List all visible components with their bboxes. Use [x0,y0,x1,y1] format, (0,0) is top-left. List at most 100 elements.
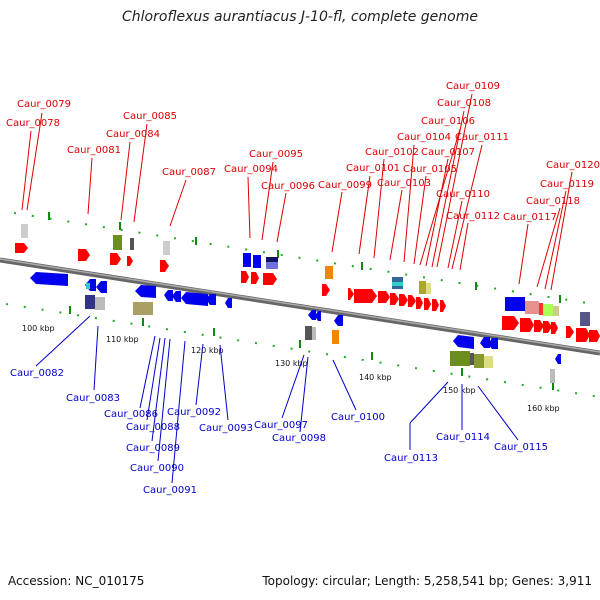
reverse-gene-arrow [555,354,561,364]
forward-gene-arrow [551,322,558,334]
backbone-line [0,257,600,356]
forward-gene-arrow [354,289,377,303]
reverse-gene-box [450,351,470,366]
gene-label[interactable]: Caur_0078 [6,118,60,129]
gene-label[interactable]: Caur_0090 [130,463,184,474]
forward-gene-arrow [543,321,552,333]
forward-gene-arrow [263,273,277,285]
gene-label[interactable]: Caur_0117 [503,212,557,223]
gene-label[interactable]: Caur_0088 [126,422,180,433]
gene-label[interactable]: Caur_0108 [437,98,491,109]
gene-label[interactable]: Caur_0079 [17,99,71,110]
forward-gene-box [266,262,278,269]
forward-gene-arrow [127,256,133,266]
gene-label[interactable]: Caur_0083 [66,393,120,404]
gene-label[interactable]: Caur_0096 [261,181,315,192]
gene-label[interactable]: Caur_0120 [546,160,600,171]
gene-label[interactable]: Caur_0103 [377,178,431,189]
forward-gene-arrow [534,320,544,332]
forward-gene-arrow [416,297,423,309]
reverse-gene-arrow [135,285,156,298]
reverse-gene-box [85,295,95,309]
gene-label[interactable]: Caur_0095 [249,149,303,160]
forward-gene-box [539,303,543,315]
forward-gene-arrow [241,271,249,283]
gene-label[interactable]: Caur_0110 [436,189,490,200]
gene-label[interactable]: Caur_0087 [162,167,216,178]
accession-text: Accession: NC_010175 [8,574,145,588]
gene-label[interactable]: Caur_0118 [526,196,580,207]
reverse-gene-arrow [172,291,181,302]
gene-label[interactable]: Caur_0102 [365,147,419,158]
reverse-leader-lines [35,315,519,484]
reverse-gene-arrow [206,294,216,305]
forward-gene-arrow [408,295,416,307]
reverse-gene-box [332,330,339,344]
gene-label[interactable]: Caur_0091 [143,485,197,496]
forward-gene-arrow [251,272,259,284]
forward-gene-arrow [520,318,534,332]
forward-gene-arrow [78,249,90,261]
forward-gene-arrow [348,288,354,300]
gene-label[interactable]: Caur_0089 [126,443,180,454]
forward-gene-box [525,301,539,314]
reverse-strand-features [30,272,561,383]
forward-gene-box [426,283,431,294]
gene-label[interactable]: Caur_0113 [384,453,438,464]
forward-gene-arrow [440,300,446,312]
gene-label[interactable]: Caur_0114 [436,432,490,443]
scale-label: 160 kbp [527,404,560,413]
reverse-gene-box [470,353,474,365]
forward-gene-box [130,238,134,250]
gene-label[interactable]: Caur_0098 [272,433,326,444]
forward-gene-box [419,281,426,294]
scale-label: 120 kbp [191,346,224,355]
gene-label[interactable]: Caur_0099 [318,180,372,191]
gene-label[interactable]: Caur_0115 [494,442,548,453]
gene-label[interactable]: Caur_0105 [403,164,457,175]
gene-label[interactable]: Caur_0119 [540,179,594,190]
reverse-gene-arrow [334,315,343,326]
scale-label: 100 kbp [22,324,55,333]
gene-label[interactable]: Caur_0106 [421,116,475,127]
gene-label[interactable]: Caur_0100 [331,412,385,423]
forward-gene-box [580,312,590,326]
major-ticks [48,212,561,390]
forward-gene-labels: Caur_0079 Caur_0078 Caur_0081 Caur_0084 … [6,81,600,223]
gene-label[interactable]: Caur_0082 [10,368,64,379]
forward-gene-arrow [399,294,408,306]
forward-gene-arrow [21,243,28,253]
gene-label[interactable]: Caur_0093 [199,423,253,434]
gene-label[interactable]: Caur_0104 [397,132,451,143]
gene-label[interactable]: Caur_0086 [104,409,158,420]
gene-label[interactable]: Caur_0097 [254,420,308,431]
reverse-gene-box [86,283,90,289]
gene-label[interactable]: Caur_0107 [421,147,475,158]
forward-gene-arrow [378,291,390,303]
gene-label[interactable]: Caur_0084 [106,129,160,140]
reverse-gene-arrow [453,335,474,349]
map-title: Chloroflexus aurantiacus J-10-fl, comple… [122,9,478,25]
reverse-gene-box [305,326,312,340]
gene-label[interactable]: Caur_0094 [224,164,278,175]
gene-label[interactable]: Caur_0111 [455,132,509,143]
gene-label[interactable]: Caur_0092 [167,407,221,418]
reverse-gene-arrow [225,298,232,308]
forward-gene-arrow [390,293,399,305]
gene-label[interactable]: Caur_0101 [346,163,400,174]
reverse-gene-arrow [164,290,173,301]
reverse-gene-arrow [488,338,498,349]
forward-gene-box [113,235,122,250]
forward-gene-arrow [576,328,590,342]
forward-gene-arrow [502,316,519,330]
gene-label[interactable]: Caur_0109 [446,81,500,92]
reverse-gene-arrow [315,311,321,321]
forward-strand-features [15,224,600,342]
gene-label[interactable]: Caur_0081 [67,145,121,156]
forward-gene-box [163,241,170,255]
gene-label[interactable]: Caur_0085 [123,111,177,122]
gene-label[interactable]: Caur_0112 [446,211,500,222]
scale-label: 150 kbp [443,386,476,395]
reverse-gene-arrow [480,337,490,348]
